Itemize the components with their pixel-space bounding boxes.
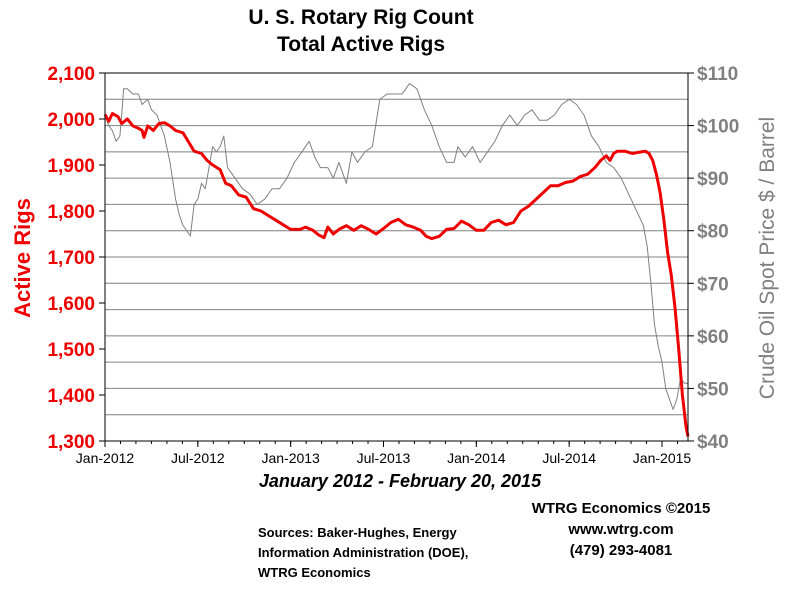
left-axis-ticks: 2,100 2,000 1,900 1,800 1,700 1,600 1,500 1,400… (47, 64, 105, 453)
credit-phone: (479) 293-4081 (569, 542, 673, 559)
left-tick-label: 2,100 (47, 64, 95, 85)
right-tick-label: $50 (697, 379, 729, 400)
x-tick-label: Jan-2013 (261, 450, 320, 466)
sources-line-2: Information Administration (DOE), (258, 545, 469, 560)
chart-subtitle: Total Active Rigs (276, 33, 446, 56)
x-tick-label: Jul-2013 (357, 450, 411, 466)
sources-line-1: Sources: Baker-Hughes, Energy (258, 525, 457, 540)
left-axis-label: Active Rigs (10, 198, 35, 318)
right-tick-label: $60 (697, 327, 729, 348)
right-axis-ticks: $110 $100 $90 $80 $70 $60 $50 $40 (688, 64, 739, 453)
x-tick-label: Jan-2015 (633, 450, 692, 466)
period-label: January 2012 - February 20, 2015 (258, 471, 542, 491)
x-tick-label: Jul-2012 (171, 450, 225, 466)
rig-count-line (103, 112, 690, 437)
x-tick-label: Jan-2014 (447, 450, 506, 466)
right-tick-label: $80 (697, 222, 729, 243)
left-tick-label: 1,900 (47, 156, 95, 177)
oil-price-line (104, 83, 688, 410)
right-axis-label: Crude Oil Spot Price $ / Barrel (756, 117, 779, 399)
left-tick-label: 1,500 (47, 340, 95, 361)
left-tick-label: 1,800 (47, 202, 95, 223)
left-tick-label: 1,300 (47, 432, 95, 453)
gridlines (105, 98, 688, 416)
x-tick-label: Jul-2014 (542, 450, 596, 466)
left-tick-label: 1,600 (47, 294, 95, 315)
left-tick-label: 1,400 (47, 386, 95, 407)
x-axis-ticks: Jan-2012 Jul-2012 Jan-2013 Jul-2013 Jan-2014… (76, 441, 692, 466)
left-tick-label: 1,700 (47, 248, 95, 269)
sources-line-3: WTRG Economics (258, 565, 371, 580)
credit-website: www.wtrg.com (568, 521, 674, 538)
left-tick-label: 2,000 (47, 110, 95, 131)
right-tick-label: $90 (697, 169, 729, 190)
credit-company: WTRG Economics ©2015 (531, 500, 711, 517)
series-group (103, 83, 690, 437)
right-tick-label: $40 (697, 432, 729, 453)
right-tick-label: $100 (697, 117, 739, 138)
right-tick-label: $70 (697, 274, 729, 295)
right-tick-label: $110 (697, 64, 738, 85)
x-tick-label: Jan-2012 (76, 450, 135, 466)
chart-title: U. S. Rotary Rig Count (248, 6, 474, 29)
plot-area-border (104, 72, 689, 442)
